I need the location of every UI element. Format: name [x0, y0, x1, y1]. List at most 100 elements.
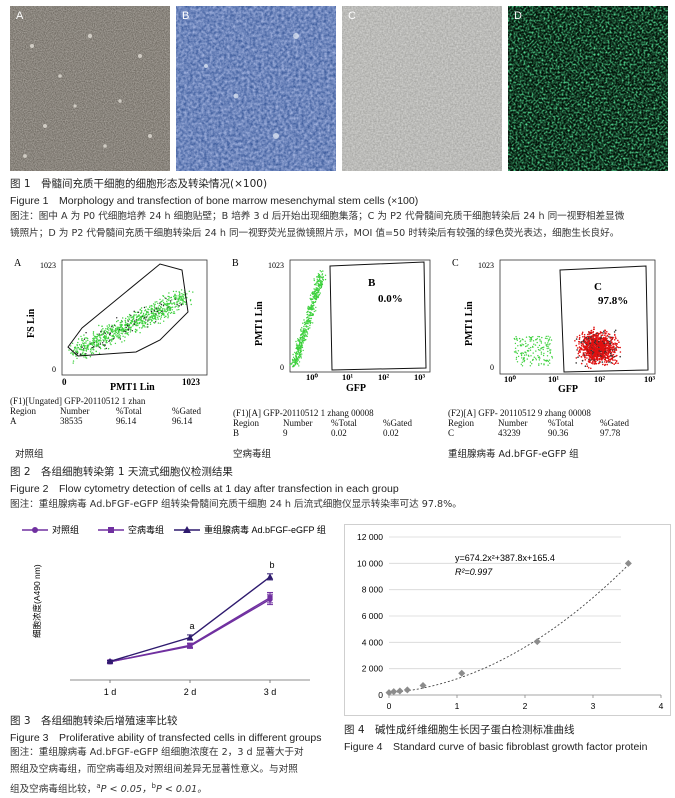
flow-c-dot: [605, 339, 607, 341]
flow-a-dot: [116, 332, 119, 335]
flow-a-dot: [93, 344, 96, 346]
flow-c-dot: [589, 346, 591, 348]
flow-a-dot: [188, 290, 190, 292]
flow-a-dot: [81, 337, 83, 340]
flow-b-dot: [303, 321, 306, 324]
flow-a-dot: [90, 353, 93, 355]
flow-b-dot: [298, 357, 301, 359]
flow-b-dot: [316, 280, 318, 282]
flow-a-dot: [134, 314, 136, 316]
flow-a-dot: [121, 333, 124, 335]
flow-c-dot: [579, 351, 581, 353]
flow-c-dot: [578, 354, 581, 357]
flow-a-dot: [76, 347, 79, 349]
flow-a-dot: [149, 323, 152, 325]
flow-c-dot: [597, 340, 600, 343]
flow-b-col-total: %Total: [331, 418, 357, 428]
flow-c-dot: [537, 349, 540, 351]
flow-c-dot: [524, 351, 526, 353]
flow-a-dot: [162, 307, 164, 310]
flow-c-dot: [540, 351, 543, 353]
fig3-chart: 对照组 空病毒组 重组腺病毒 Ad.bFGF-eGFP 组 细胞浓度(A490 …: [10, 520, 330, 709]
flow-a-dot: [125, 331, 127, 333]
flow-a-dot: [83, 338, 86, 340]
flow-a-dot: [119, 324, 121, 326]
flow-a-dot: [141, 327, 143, 329]
flow-b-dots: [289, 270, 327, 368]
flow-a-dot: [75, 355, 77, 357]
flow-b-dot: [314, 297, 316, 300]
flow-c-dot: [612, 356, 615, 358]
flow-c-dot: [592, 336, 594, 339]
flow-a-dot: [139, 319, 142, 321]
flow-c-dot: [587, 337, 590, 339]
flow-a-dot: [130, 322, 132, 325]
flow-a-dot: [101, 329, 103, 331]
flow-a-dot: [76, 353, 79, 355]
flow-b-dot: [309, 297, 311, 300]
flow-c-dot: [522, 359, 524, 361]
flow-c-dot: [609, 352, 612, 355]
flow-b-dot: [296, 346, 298, 349]
flow-a-dot: [73, 353, 75, 355]
flow-c-dot: [589, 348, 592, 350]
flow-a-val-number: 38535: [60, 416, 83, 426]
flow-a-dot: [166, 300, 168, 303]
flow-c-dot: [605, 336, 607, 338]
flow-c-region-label: C: [594, 281, 602, 293]
flow-a-dot: [80, 335, 82, 338]
flow-a-dot: [164, 303, 166, 306]
legend-label-empty-virus: 空病毒组: [128, 524, 164, 535]
flow-b-dot: [317, 273, 320, 275]
flow-c-dot: [597, 338, 600, 341]
flow-a-dot: [125, 324, 127, 327]
flow-plot-b: B 1023 0 PMT1 Lin 10⁰ 10¹ 10² 10³ GFP B …: [232, 258, 431, 394]
flow-c-dot: [608, 333, 611, 336]
flow-c-dot: [578, 338, 581, 340]
fig3-point: [266, 573, 274, 580]
flow-a-dot: [100, 337, 102, 339]
flow-a-dot: [152, 303, 155, 305]
flow-c-dot: [591, 342, 593, 344]
flow-c-dot: [594, 338, 596, 340]
flow-b-frame: [289, 259, 431, 373]
fig4-marks: [385, 559, 632, 697]
flow-b-dot: [312, 293, 315, 295]
flow-c-dot: [610, 361, 612, 364]
flow-c-dot: [590, 346, 592, 348]
flow-c-dot: [596, 349, 599, 352]
flow-c-dot: [614, 342, 616, 344]
flow-a-dot: [138, 319, 140, 321]
flow-c-dot: [547, 364, 549, 366]
flow-c-dot: [534, 344, 537, 346]
flow-a-dot: [182, 298, 184, 301]
flow-c-dot: [514, 342, 517, 345]
flow-a-dot: [105, 337, 108, 339]
fig4-plot: 0 2 000 4 000 6 000 8 000 10 000 12 000 0 1 2 3 4 y…: [357, 532, 664, 711]
flow-a-dot: [159, 298, 161, 301]
flow-a-dot: [131, 316, 133, 318]
flow-a-dot: [145, 306, 147, 308]
flow-a-dot: [176, 303, 178, 306]
flow-c-dot: [586, 339, 588, 341]
flow-a-dot: [105, 336, 107, 338]
flow-c-dot: [610, 354, 612, 357]
flow-c-dot: [584, 340, 586, 342]
flow-a-dot: [190, 303, 192, 306]
flow-c-dot: [615, 342, 618, 345]
flow-a-dot: [87, 348, 90, 350]
flow-a-dot: [147, 318, 149, 320]
flow-a-dot: [138, 327, 141, 329]
flow-a-dot: [172, 290, 175, 293]
flow-panel-a: A 1023 0 FS Lin 0 1023 PMT1 Lin (F1)[Ung…: [10, 252, 225, 460]
flow-b-dot: [307, 313, 309, 316]
micrograph-d-image: [508, 6, 668, 171]
flow-a-dot: [147, 308, 149, 310]
flow-b-dot: [307, 308, 309, 311]
flow-a-dot: [127, 334, 130, 336]
flow-a-dot: [180, 296, 182, 298]
flow-a-col-total: %Total: [116, 406, 142, 416]
flow-a-dot: [137, 311, 140, 313]
flow-a-dot: [179, 302, 182, 304]
flow-a-dot: [136, 329, 138, 331]
